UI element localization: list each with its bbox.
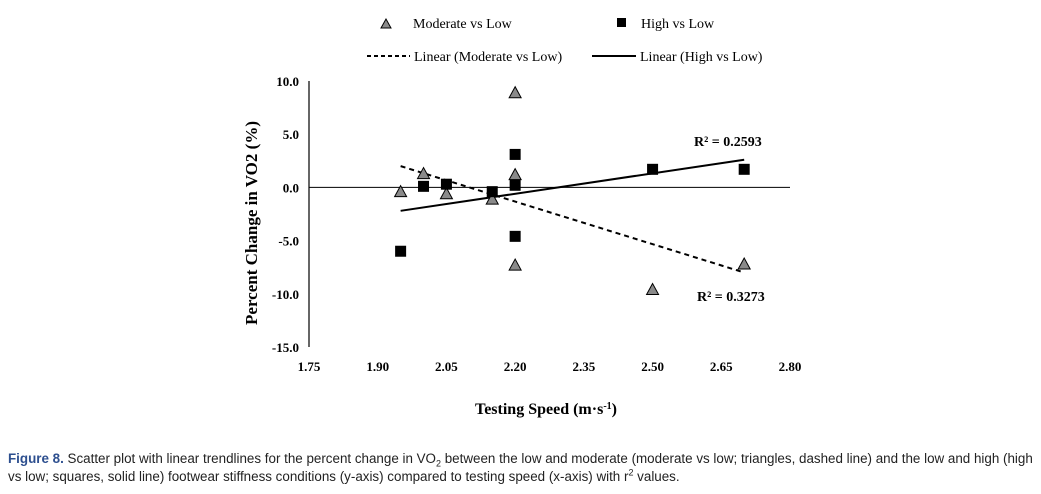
- y-tick-label: 10.0: [276, 74, 299, 89]
- caption-superscript: 2: [628, 467, 634, 478]
- data-point-square: [509, 230, 521, 242]
- caption-text-2: between the low and moderate (moderate v…: [8, 451, 1033, 484]
- caption-text-1: Scatter plot with linear trendlines for …: [63, 451, 436, 466]
- y-tick-label: -10.0: [272, 287, 299, 302]
- data-point-triangle: [508, 258, 522, 271]
- data-point-triangle: [737, 256, 752, 270]
- legend-triangle-marker: [380, 17, 392, 29]
- legend-label-moderate: Moderate vs Low: [413, 17, 513, 32]
- y-tick-label: -15.0: [272, 340, 299, 355]
- figure-label: Figure 8.: [8, 451, 64, 466]
- caption-subscript: 2: [435, 458, 441, 469]
- figure-caption: Figure 8. Scatter plot with linear trend…: [8, 450, 1038, 486]
- x-tick-label: 2.80: [779, 359, 802, 374]
- r2-labels: R² = 0.3273 R² = 0.2593: [694, 135, 765, 305]
- data-point-square: [418, 180, 430, 192]
- data-point-triangle: [645, 282, 660, 296]
- legend-label-linear-moderate: Linear (Moderate vs Low): [414, 50, 562, 65]
- y-tick-labels: 10.0 5.0 0.0 -5.0 -10.0 -15.0: [272, 74, 299, 355]
- legend-label-high: High vs Low: [641, 17, 715, 32]
- x-tick-label: 2.05: [435, 359, 458, 374]
- y-tick-label: 0.0: [283, 180, 299, 195]
- data-points: [393, 85, 752, 296]
- data-point-triangle: [416, 166, 431, 180]
- data-point-square: [509, 148, 521, 160]
- data-point-triangle: [393, 184, 408, 198]
- x-axis-label: Testing Speed (m·s-1): [475, 401, 617, 419]
- r2-label-high: R² = 0.2593: [694, 135, 762, 150]
- y-tick-label: 5.0: [283, 127, 299, 142]
- x-tick-label: 2.65: [710, 359, 733, 374]
- legend-square-marker: [617, 18, 626, 27]
- x-tick-label: 2.35: [572, 359, 595, 374]
- data-point-square: [395, 245, 407, 257]
- x-tick-label: 2.50: [641, 359, 664, 374]
- scatter-chart: Moderate vs Low High vs Low Linear (Mode…: [242, 17, 802, 419]
- data-point-square: [440, 178, 452, 190]
- data-point-square: [486, 186, 498, 198]
- data-point-square: [647, 163, 659, 175]
- data-point-triangle: [439, 186, 454, 200]
- y-tick-label: -5.0: [278, 234, 299, 249]
- trendline-high: [400, 158, 745, 212]
- x-tick-label: 1.90: [366, 359, 389, 374]
- r2-label-moderate: R² = 0.3273: [697, 290, 765, 305]
- x-tick-label: 2.20: [504, 359, 527, 374]
- trendlines: [400, 158, 745, 274]
- data-point-square: [509, 179, 521, 191]
- data-point-triangle: [508, 167, 522, 181]
- data-point-triangle: [508, 85, 522, 99]
- caption-text-3: values.: [633, 469, 680, 484]
- data-point-square: [738, 163, 750, 175]
- x-tick-label: 1.75: [298, 359, 321, 374]
- legend-label-linear-high: Linear (High vs Low): [640, 50, 763, 65]
- x-tick-labels: 1.75 1.90 2.05 2.20 2.35 2.50 2.65 2.80: [298, 359, 802, 374]
- legend: Moderate vs Low High vs Low Linear (Mode…: [367, 17, 763, 65]
- trendline-moderate: [400, 165, 745, 274]
- y-axis-label: Percent Change in VO2 (%): [242, 121, 261, 325]
- data-point-triangle: [485, 192, 500, 205]
